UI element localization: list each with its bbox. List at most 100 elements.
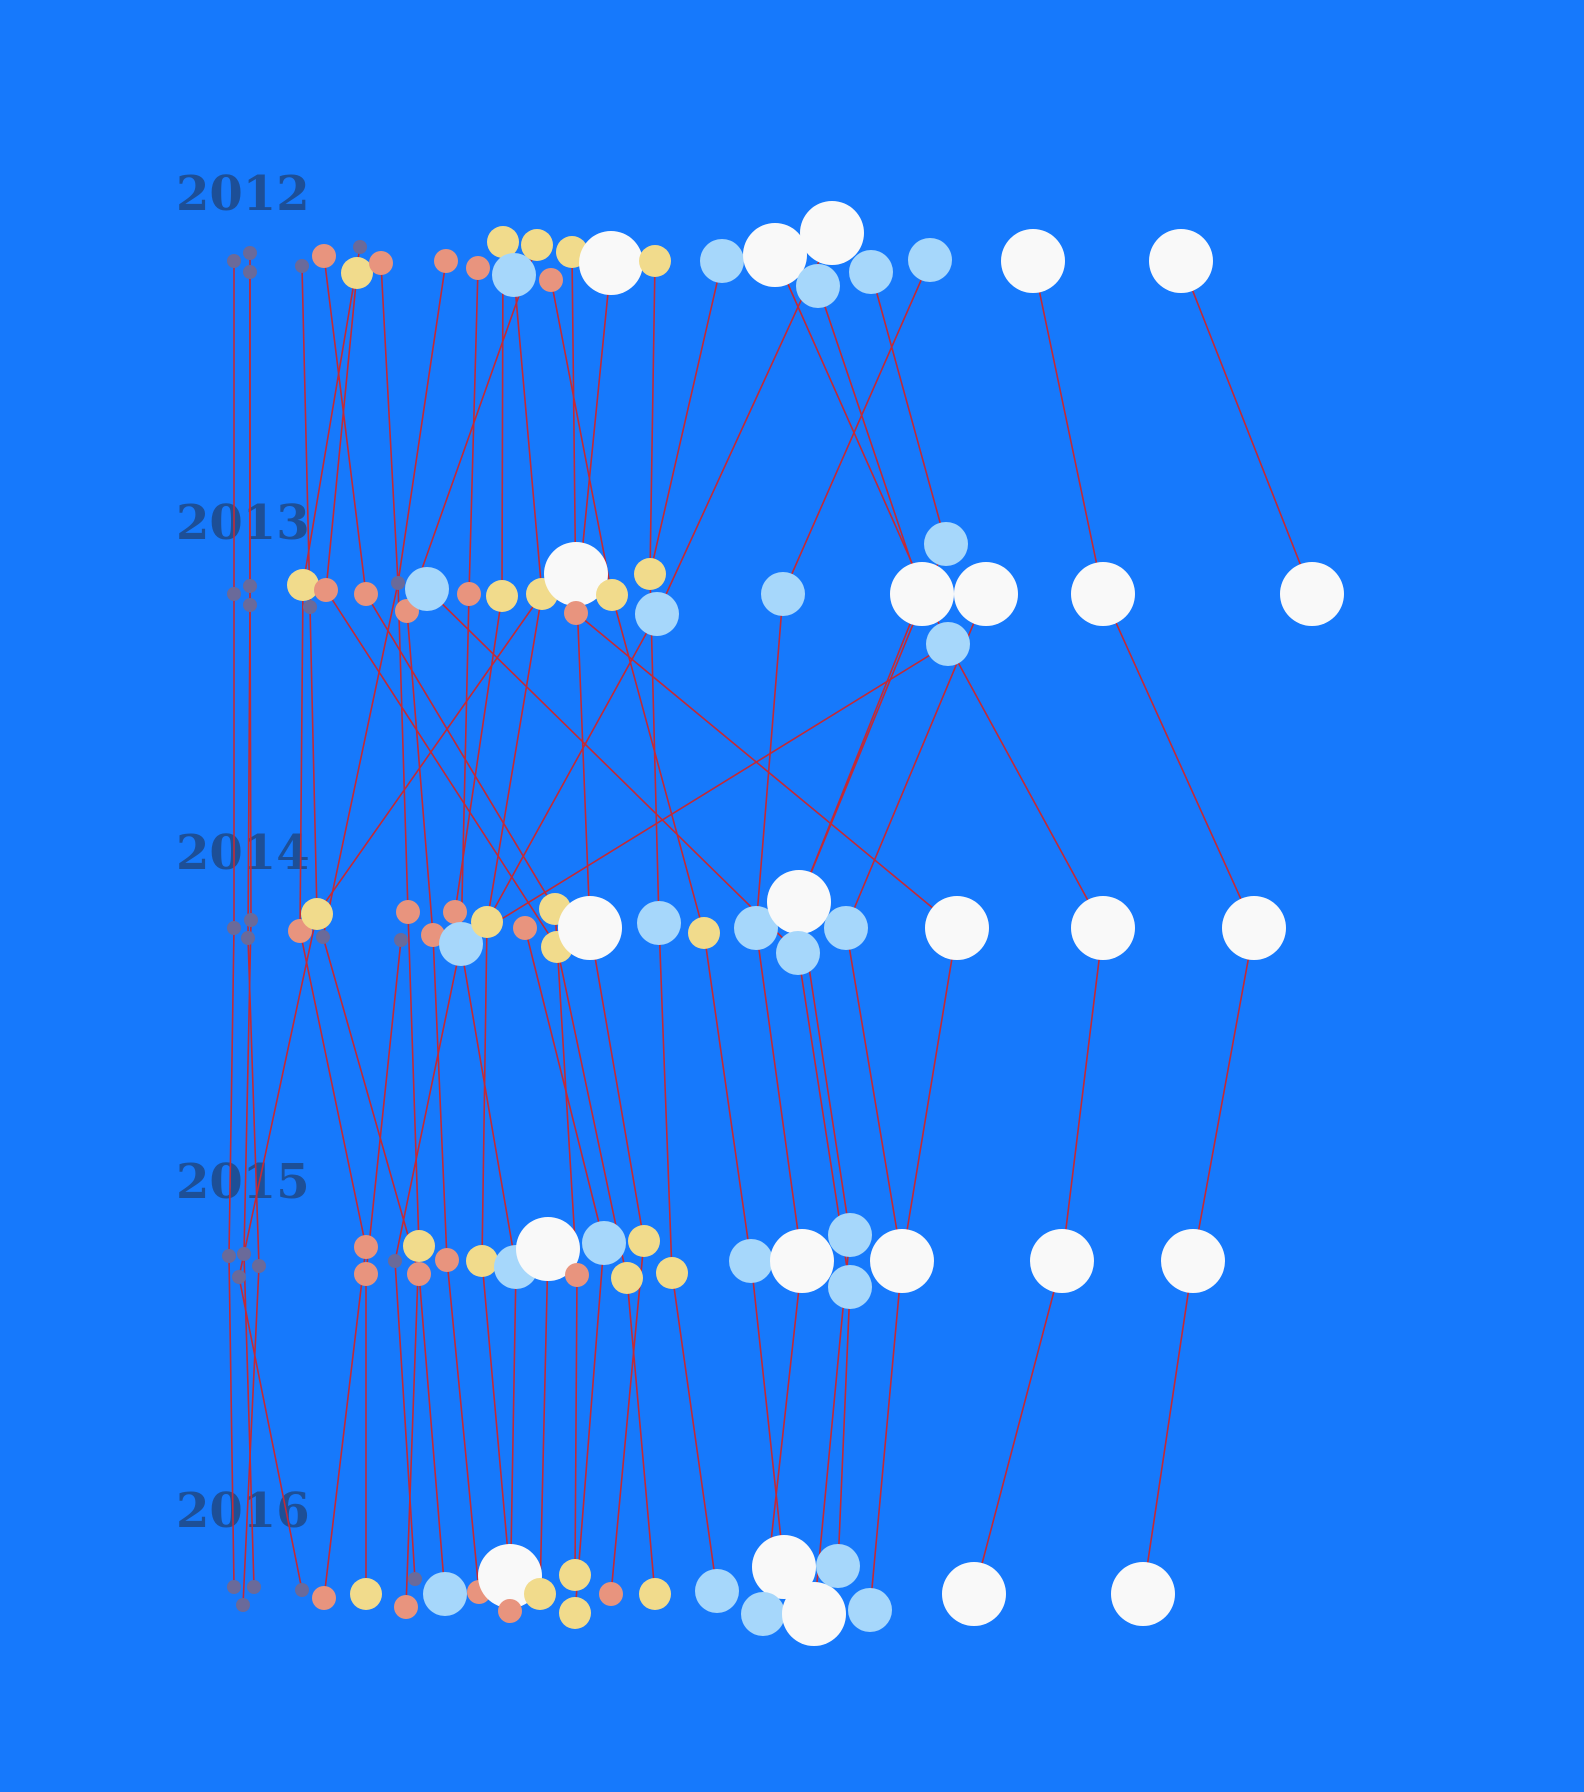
link-a9-b8 — [397, 260, 447, 584]
node-2015-d4 — [232, 1270, 246, 1284]
node-2016-e3 — [236, 1598, 250, 1612]
link-a25-b25 — [1180, 260, 1313, 595]
link-d22-e22 — [837, 1286, 851, 1567]
node-2012-a17 — [639, 245, 671, 277]
node-2013-b4 — [287, 569, 319, 601]
node-2016-e18 — [695, 1569, 739, 1613]
year-labels: 2012 2013 2014 2015 2016 — [176, 166, 310, 1539]
node-2012-a5 — [312, 244, 336, 268]
node-2016-e17 — [639, 1578, 671, 1610]
node-2012-a21 — [796, 264, 840, 308]
link-c24-d24 — [1061, 927, 1104, 1262]
link-b16-c18 — [611, 594, 705, 934]
node-2015-d20 — [770, 1229, 834, 1293]
node-2012-a6 — [353, 240, 367, 254]
year-label-2013: 2013 — [176, 495, 310, 551]
node-2014-c6 — [316, 930, 330, 944]
link-d15-e15 — [574, 1242, 605, 1614]
link-d4-e4 — [238, 1276, 303, 1591]
link-b6-c15 — [325, 589, 558, 948]
node-2012-a3 — [243, 265, 257, 279]
node-2012-a16 — [579, 231, 643, 295]
link-d9-e9 — [418, 1273, 446, 1595]
node-2014-c3 — [241, 931, 255, 945]
link-c18-d19 — [703, 932, 752, 1262]
link-c10-d12 — [454, 911, 517, 1268]
link-b3-c3 — [247, 604, 251, 939]
link-c19-d20 — [755, 927, 803, 1262]
node-2014-c5 — [301, 898, 333, 930]
node-2014-c24 — [1071, 896, 1135, 960]
node-2013-b5 — [303, 600, 317, 614]
node-2012-a1 — [227, 254, 241, 268]
node-2016-e24 — [942, 1562, 1006, 1626]
node-2012-a13 — [492, 253, 536, 297]
node-2015-d25 — [1161, 1229, 1225, 1293]
node-2013-b1 — [227, 587, 241, 601]
link-b21-c20 — [798, 593, 923, 903]
node-2013-b25 — [1280, 562, 1344, 626]
link-a17-b17 — [649, 260, 656, 575]
link-c15-d17 — [556, 946, 628, 1279]
node-2013-b8 — [391, 576, 405, 590]
node-2014-c13 — [513, 916, 537, 940]
link-d14-e14 — [574, 1274, 578, 1576]
link-b4-c4 — [299, 584, 304, 932]
node-2016-e23 — [848, 1588, 892, 1632]
node-2012-a8 — [369, 251, 393, 275]
link-c4-d5 — [299, 930, 367, 1248]
link-b12-c10 — [454, 595, 503, 913]
node-2013-b12 — [486, 580, 518, 612]
node-2015-d16 — [628, 1225, 660, 1257]
link-b13-c12 — [486, 593, 543, 923]
node-2015-d9 — [407, 1262, 431, 1286]
node-2013-b2 — [243, 579, 257, 593]
link-b24-c25 — [1102, 593, 1255, 929]
link-a8-b8 — [380, 262, 399, 584]
node-2015-d19 — [729, 1239, 773, 1283]
node-2012-a23 — [908, 238, 952, 282]
node-2014-c2 — [244, 913, 258, 927]
link-d7-e7 — [394, 1260, 416, 1580]
node-2012-a2 — [243, 246, 257, 260]
node-2013-b7 — [354, 582, 378, 606]
node-2014-c19 — [734, 906, 778, 950]
node-2014-c22 — [824, 906, 868, 950]
link-b15-c23 — [575, 612, 958, 929]
node-2015-d17 — [611, 1262, 643, 1294]
node-2015-d1 — [222, 1249, 236, 1263]
node-2016-e6 — [350, 1578, 382, 1610]
link-b19-c19 — [755, 593, 784, 929]
node-2015-d21 — [828, 1213, 872, 1257]
link-d16-e16 — [610, 1240, 645, 1595]
link-c1-d1 — [228, 927, 235, 1257]
node-2014-c8 — [394, 933, 408, 947]
link-d11-e11 — [481, 1260, 511, 1577]
link-c25-d25 — [1192, 927, 1255, 1262]
link-d18-e18 — [671, 1272, 718, 1592]
node-2013-b19 — [761, 572, 805, 616]
node-2016-e7 — [408, 1572, 422, 1586]
link-d13-e13 — [539, 1248, 549, 1595]
link-a15-b16 — [550, 279, 613, 596]
node-2014-c23 — [925, 896, 989, 960]
node-2013-b10 — [405, 567, 449, 611]
link-a22-b20 — [870, 271, 947, 545]
link-c3-d3 — [247, 937, 260, 1267]
link-d24-e24 — [973, 1260, 1063, 1595]
year-label-2012: 2012 — [176, 166, 310, 222]
node-2014-c25 — [1222, 896, 1286, 960]
node-2016-e13 — [524, 1578, 556, 1610]
year-label-2016: 2016 — [176, 1483, 310, 1539]
link-a5-b7 — [323, 255, 367, 595]
link-d19-e19 — [750, 1260, 785, 1568]
node-2015-d10 — [435, 1248, 459, 1272]
link-b5-c5 — [309, 606, 318, 915]
node-2016-e15 — [559, 1597, 591, 1629]
node-2013-b20 — [924, 522, 968, 566]
node-2014-c16 — [558, 896, 622, 960]
link-a23-b19 — [782, 259, 931, 595]
node-2013-b23 — [926, 622, 970, 666]
nodes-layer — [222, 201, 1344, 1646]
node-2013-b11 — [457, 582, 481, 606]
